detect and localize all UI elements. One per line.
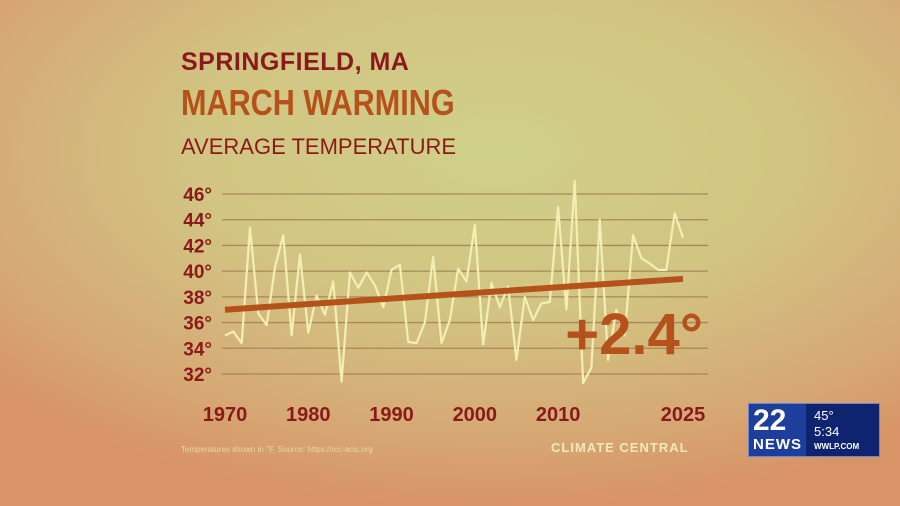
x-tick-label: 2010 <box>536 404 581 426</box>
y-tick-label: 42° <box>183 236 212 257</box>
y-tick-label: 38° <box>183 288 212 309</box>
trend-line <box>224 275 684 313</box>
y-axis-label: AVERAGE TEMPERATURE <box>181 134 457 159</box>
y-tick-label: 40° <box>183 262 212 283</box>
chart-title: SPRINGFIELD, MA <box>181 48 410 76</box>
news-bug-info: 45° 5:34 WWLP.COM <box>806 404 879 456</box>
climate-central-logo: CLIMATE CENTRAL <box>551 440 689 455</box>
y-tick-label: 32° <box>183 365 212 386</box>
y-tick-label: 44° <box>183 211 212 232</box>
x-tick-label: 1980 <box>286 404 331 426</box>
y-tick-label: 46° <box>183 185 212 206</box>
chart-subtitle: MARCH WARMING <box>181 82 455 123</box>
x-tick-label: 1990 <box>369 404 414 426</box>
y-tick-label: 34° <box>183 339 212 360</box>
source-note: Temperatures shown in °F. Source: https:… <box>181 445 373 454</box>
x-tick-label: 2025 <box>661 404 706 426</box>
station-website: WWLP.COM <box>814 442 860 451</box>
channel-number: 22 <box>753 404 787 437</box>
x-tick-label: 1970 <box>203 404 248 426</box>
y-tick-label: 36° <box>183 314 212 335</box>
current-temperature: 45° <box>814 408 834 423</box>
news-bug: 22 NEWS 45° 5:34 WWLP.COM <box>748 403 880 457</box>
trend-change-label: +2.4° <box>565 302 703 367</box>
current-time: 5:34 <box>814 424 840 439</box>
news-brand: NEWS <box>753 436 802 453</box>
x-tick-label: 2000 <box>453 404 498 426</box>
